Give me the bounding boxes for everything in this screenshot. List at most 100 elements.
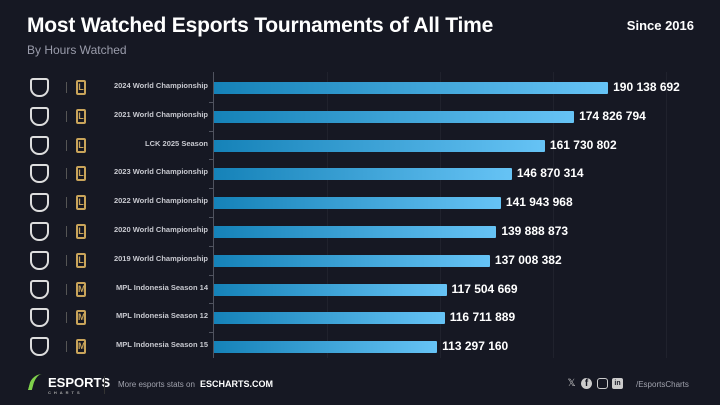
value-label: 116 711 889	[449, 310, 516, 325]
category-label: MPL Indonesia Season 15	[116, 340, 208, 350]
divider	[66, 341, 67, 353]
divider	[66, 254, 67, 266]
more-stats-text: More esports stats on	[118, 380, 195, 389]
site-link[interactable]: ESCHARTS.COM	[200, 379, 274, 389]
esports-charts-logo-icon	[27, 374, 47, 390]
lol-logo-icon: L	[76, 252, 86, 268]
tournament-logo-icon	[30, 308, 49, 328]
bar	[214, 226, 497, 238]
value-label: 139 888 873	[501, 224, 569, 238]
bar-row: M MPL Indonesia Season 12 116 711 889	[0, 303, 720, 332]
gridline	[666, 72, 667, 358]
x-icon[interactable]: 𝕏	[567, 378, 576, 389]
divider	[66, 139, 67, 151]
category-label: MPL Indonesia Season 14	[116, 282, 208, 292]
category-label: 2024 World Championship	[113, 81, 208, 90]
bar-row: L 2019 World Championship 137 008 382	[0, 245, 720, 275]
divider	[66, 197, 67, 209]
bar-row: L 2020 World Championship 139 888 873	[0, 217, 720, 246]
bar	[214, 283, 447, 296]
tournament-logo-icon	[30, 337, 49, 357]
mlbb-logo-icon: M	[76, 310, 86, 326]
axis-tick	[209, 159, 213, 161]
category-label: 2020 World Championship	[113, 225, 208, 234]
chart-subtitle: By Hours Watched	[27, 43, 127, 57]
axis-tick	[209, 188, 213, 190]
bar	[214, 312, 445, 325]
value-label: 174 826 794	[579, 108, 646, 123]
gridline	[553, 72, 554, 358]
bar	[214, 168, 512, 181]
gridline	[327, 72, 328, 358]
linkedin-icon[interactable]: in	[612, 378, 623, 389]
facebook-icon[interactable]: f	[581, 378, 592, 389]
divider	[66, 110, 67, 122]
tournament-logo-icon	[30, 222, 49, 241]
mlbb-logo-icon: M	[76, 339, 86, 355]
brand: ESPORTS CHARTS	[48, 375, 110, 395]
chart-title: Most Watched Esports Tournaments of All …	[27, 14, 494, 37]
axis-tick	[209, 274, 213, 276]
since-label: Since 2016	[626, 18, 694, 33]
bar-row: L LCK 2025 Season 161 730 802	[0, 130, 720, 160]
tournament-logo-icon	[30, 193, 49, 213]
bar-row: L 2023 World Championship 146 870 314	[0, 159, 720, 188]
value-label: 113 297 160	[442, 339, 509, 354]
bar-row: L 2022 World Championship 141 943 968	[0, 188, 720, 217]
brand-sub: CHARTS	[48, 390, 83, 395]
footer: ESPORTS CHARTS More esports stats on ESCH…	[0, 368, 720, 405]
category-label: 2019 World Championship	[113, 253, 208, 263]
divider	[104, 376, 105, 394]
tournament-logo-icon	[30, 250, 49, 270]
divider	[66, 226, 67, 237]
divider	[66, 168, 67, 180]
lol-logo-icon: L	[76, 224, 86, 239]
brand-name: ESPORTS	[48, 375, 111, 390]
bar-row: L 2021 World Championship 174 826 794	[0, 101, 720, 131]
tournament-logo-icon	[30, 78, 49, 97]
category-label: LCK 2025 Season	[145, 138, 208, 148]
tournament-logo-icon	[30, 279, 49, 299]
axis-tick	[209, 245, 213, 247]
instagram-icon[interactable]	[597, 378, 608, 389]
axis-tick	[209, 101, 213, 103]
category-label: 2023 World Championship	[113, 167, 208, 177]
y-axis	[213, 72, 214, 358]
bar	[214, 341, 438, 354]
lol-logo-icon: L	[76, 166, 86, 182]
bar	[214, 254, 490, 267]
axis-tick	[209, 130, 213, 132]
value-label: 146 870 314	[516, 166, 584, 181]
bar	[214, 139, 545, 152]
value-label: 137 008 382	[494, 252, 562, 267]
divider	[66, 312, 67, 324]
bar-row: L 2024 World Championship 190 138 692	[0, 73, 720, 102]
tournament-logo-icon	[30, 135, 49, 155]
value-label: 161 730 802	[549, 137, 617, 152]
mlbb-logo-icon: M	[76, 281, 86, 297]
value-label: 117 504 669	[451, 281, 518, 296]
lol-logo-icon: L	[76, 137, 86, 153]
gridline	[440, 72, 441, 358]
axis-tick	[209, 303, 213, 305]
value-label: 141 943 968	[505, 195, 573, 210]
lol-logo-icon: L	[76, 195, 86, 211]
category-label: 2021 World Championship	[113, 109, 208, 119]
bar	[214, 82, 609, 94]
social-handle[interactable]: /EsportsCharts	[636, 380, 689, 389]
divider	[66, 82, 67, 93]
bar-row: M MPL Indonesia Season 14 117 504 669	[0, 274, 720, 304]
category-label: MPL Indonesia Season 12	[116, 311, 208, 321]
axis-tick	[209, 217, 213, 218]
tournament-logo-icon	[30, 106, 49, 126]
tournament-logo-icon	[30, 164, 49, 184]
bar-row: M MPL Indonesia Season 15 113 297 160	[0, 332, 720, 361]
lol-logo-icon: L	[76, 108, 86, 124]
bar	[214, 110, 575, 123]
category-label: 2022 World Championship	[113, 196, 208, 206]
divider	[66, 283, 67, 295]
axis-tick	[209, 332, 213, 334]
lol-logo-icon: L	[76, 80, 86, 95]
bar-chart: L 2024 World Championship 190 138 692 L …	[0, 70, 720, 360]
value-label: 190 138 692	[613, 80, 680, 94]
